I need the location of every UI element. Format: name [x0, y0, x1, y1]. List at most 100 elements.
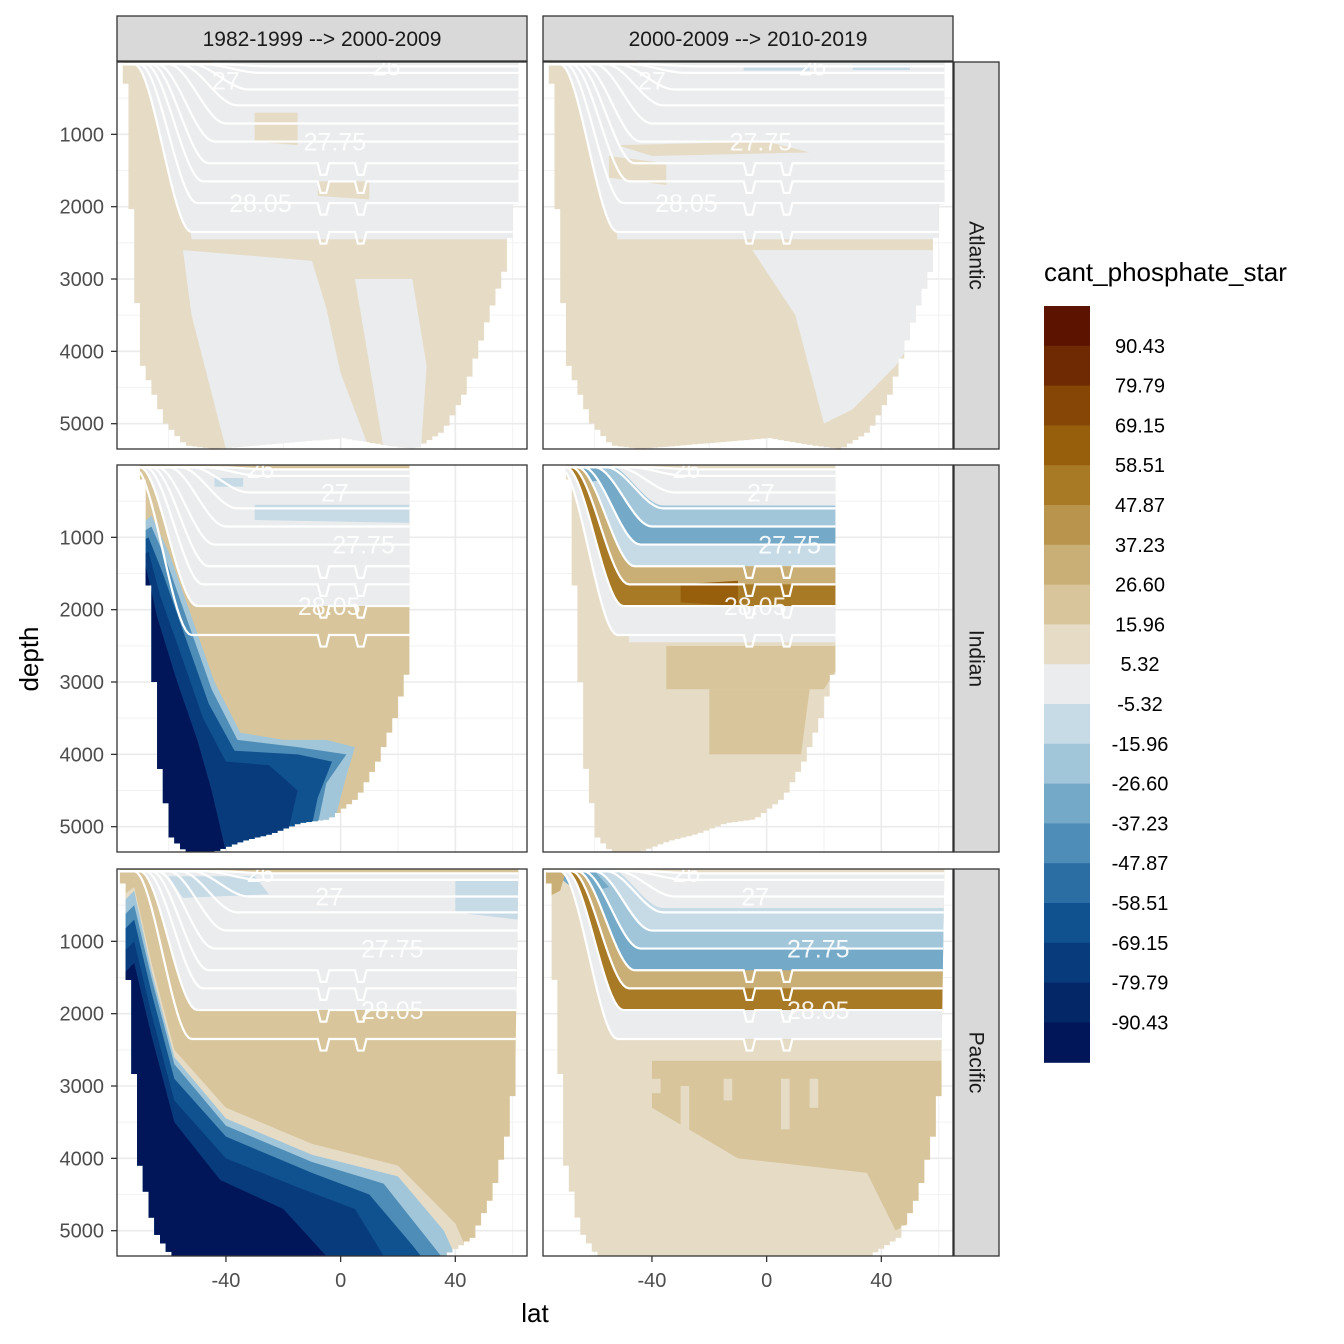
legend-break-label: -15.96 — [1112, 734, 1169, 756]
legend-break-label: 15.96 — [1115, 614, 1165, 636]
contour-region — [254, 112, 298, 146]
isopycnal-label-27.75: 27.75 — [304, 129, 367, 157]
facet-strip-label: 2000-2009 --> 2010-2019 — [629, 28, 868, 51]
panel-border — [116, 464, 528, 853]
contour-fill — [119, 869, 519, 1256]
legend-color-swatch — [1044, 385, 1090, 426]
isopycnal-s28.05 — [139, 466, 410, 619]
x-tick-label: 40 — [870, 1270, 892, 1292]
isopycnal-s27.75 — [119, 870, 519, 950]
isopycnal-label-27.75: 27.75 — [787, 936, 850, 964]
contour-region — [577, 465, 836, 530]
isopycnal-s27.5 — [122, 63, 519, 125]
legend-color-swatch — [1044, 903, 1090, 944]
legend-break-label: 79.79 — [1115, 376, 1165, 398]
y-axis-row-3: 1000 2000 3000 4000 5000 — [60, 931, 117, 1243]
contour-region — [809, 1078, 819, 1108]
legend-color-swatch — [1044, 425, 1090, 466]
isopycnal-s27.75 — [548, 63, 945, 143]
legend-break-label: -47.87 — [1112, 853, 1169, 875]
contour-region — [752, 250, 945, 424]
isopycnal-s27.9 — [139, 466, 410, 579]
isopycnal-label-26: 26 — [246, 456, 274, 484]
y-tick-label: 4000 — [60, 1148, 105, 1170]
contour-region — [680, 1086, 690, 1137]
isopycnal-label-28.05: 28.05 — [229, 190, 292, 218]
isopycnal-s27.5 — [565, 466, 836, 528]
legend-break-label: 90.43 — [1115, 336, 1165, 358]
legend-break-label: -69.15 — [1112, 933, 1169, 955]
legend-color-swatch — [1044, 743, 1090, 785]
isopycnal-s27.25 — [119, 870, 519, 914]
legend-break-label: -26.60 — [1112, 774, 1169, 796]
isopycnal-s28.1 — [119, 870, 519, 1052]
y-axis-row-2: 1000 2000 3000 4000 5000 — [60, 527, 117, 839]
isopycnal-s27.75 — [122, 63, 519, 143]
contour-region — [565, 467, 836, 607]
isopycnal-s28.05 — [545, 870, 945, 1023]
y-tick-label: 5000 — [60, 817, 105, 839]
legend-color-swatch — [1044, 942, 1090, 984]
legend-break-label: -79.79 — [1112, 973, 1169, 995]
y-tick-label: 2000 — [60, 600, 105, 622]
legend-break-label: -37.23 — [1112, 813, 1169, 835]
y-tick-label: 2000 — [60, 197, 105, 219]
isopycnal-s28 — [565, 466, 836, 598]
panel-pacific-1: 26 27 27.75 28.05 — [116, 860, 528, 1257]
contour-fill — [565, 465, 836, 852]
y-tick-label: 5000 — [60, 414, 105, 436]
isopycnal-label-28.05: 28.05 — [655, 190, 718, 218]
panel-border — [116, 868, 528, 1257]
y-tick-label: 1000 — [60, 931, 105, 953]
panel-pacific-2: 26 27 27.75 28.05 — [542, 860, 954, 1257]
legend-color-swatch — [1044, 505, 1090, 546]
isopycnal-s27.75 — [565, 466, 836, 546]
contour-region — [182, 250, 370, 449]
isopycnal-label-27: 27 — [321, 479, 349, 507]
isopycnal-lines — [122, 63, 519, 245]
y-tick-label: 1000 — [60, 527, 105, 549]
contour-region — [780, 1078, 790, 1130]
isopycnal-s28 — [548, 63, 945, 195]
isopycnal-label-27.75: 27.75 — [361, 936, 424, 964]
isopycnal-s28 — [139, 466, 410, 598]
isopycnal-lines — [565, 466, 836, 648]
isopycnal-s27.5 — [119, 870, 519, 932]
legend-color-swatch — [1044, 704, 1090, 745]
legend-color-swatch — [1044, 306, 1090, 347]
contour-fill — [122, 62, 519, 449]
isopycnal-label-27.75: 27.75 — [730, 129, 793, 157]
contour-region — [139, 467, 410, 607]
contour-region — [723, 1078, 733, 1101]
x-axis-col-2: -40 0 40 — [637, 1256, 892, 1292]
x-tick-label: 40 — [444, 1270, 466, 1292]
isopycnal-s27.9 — [119, 870, 519, 983]
isopycnal-s27.75 — [545, 870, 945, 950]
legend-color-swatch — [1044, 823, 1090, 864]
y-tick-label: 5000 — [60, 1221, 105, 1243]
isopycnal-label-26: 26 — [672, 860, 700, 888]
isopycnal-label-26: 26 — [246, 860, 274, 888]
legend-color-swatch — [1044, 982, 1090, 1023]
isopycnal-label-27: 27 — [747, 479, 775, 507]
legend-color-swatch — [1044, 664, 1090, 705]
isopycnal-s27.25 — [545, 870, 945, 914]
legend-title: cant_phosphate_star — [1044, 257, 1287, 287]
isopycnal-label-27: 27 — [315, 883, 343, 911]
isopycnal-s28.1 — [545, 870, 945, 1052]
legend-break-label: -5.32 — [1117, 694, 1163, 716]
legend-break-label: 58.51 — [1115, 455, 1165, 477]
isopycnal-s27.75 — [139, 466, 410, 546]
isopycnal-s27.5 — [548, 63, 945, 125]
y-tick-label: 3000 — [60, 672, 105, 694]
isopycnal-label-26: 26 — [672, 456, 700, 484]
y-axis-row-1: 1000 2000 3000 4000 5000 — [60, 124, 117, 436]
y-tick-label: 4000 — [60, 341, 105, 363]
legend-color-swatch — [1044, 624, 1090, 665]
